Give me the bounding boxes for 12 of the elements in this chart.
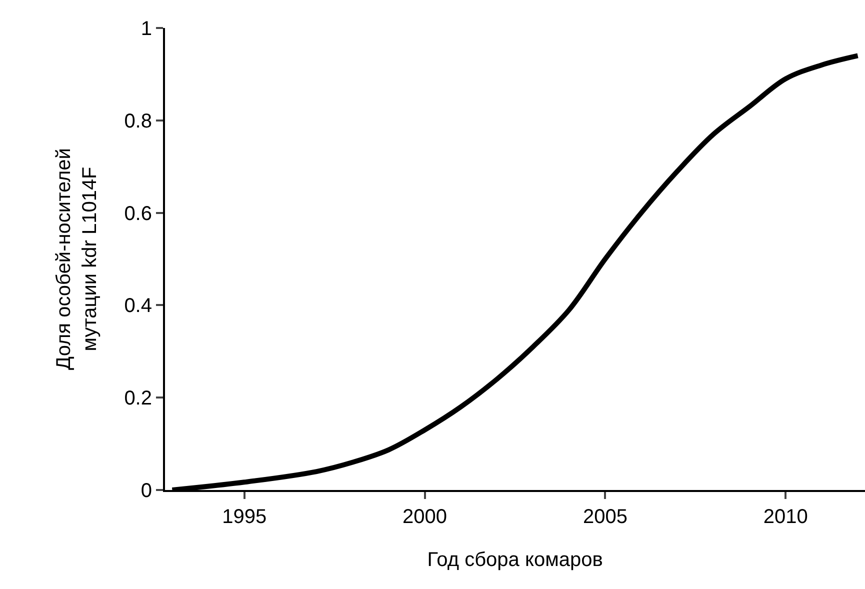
y-tick-label: 0.4 <box>124 295 152 318</box>
x-axis-title: Год сбора комаров <box>427 549 603 571</box>
y-tick-label: 0 <box>140 480 152 502</box>
x-tick-label: 2005 <box>582 506 628 528</box>
y-tick-label: 0.2 <box>124 388 152 410</box>
y-tick-label: 1 <box>140 18 152 40</box>
y-tick-label: 0.6 <box>124 202 152 225</box>
x-tick-label: 1995 <box>222 506 267 528</box>
y-tick-label: 0.8 <box>124 110 152 132</box>
y-axis-title: Доля особей-носителей мутации kdr L1014F <box>53 148 102 370</box>
x-tick-label: 2010 <box>763 506 808 528</box>
x-tick-label: 2000 <box>402 506 448 528</box>
